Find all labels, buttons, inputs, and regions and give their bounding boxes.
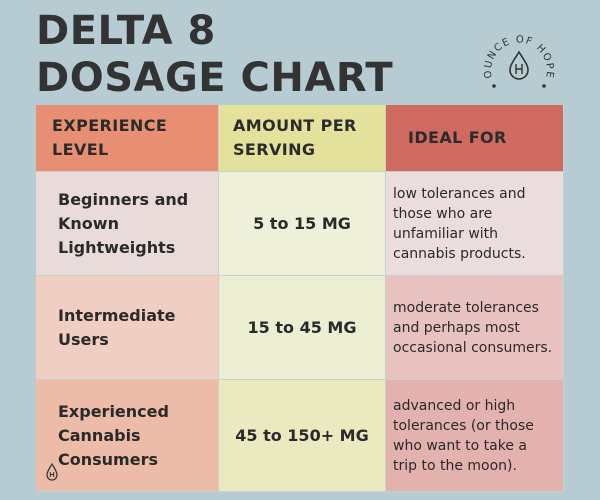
title-line-1: DELTA 8 <box>36 8 216 54</box>
logo-text: OUNCE OF HOPE <box>483 34 554 79</box>
dosage-chart-table: EXPERIENCE LEVEL AMOUNT PER SERVING IDEA… <box>36 105 564 492</box>
logo-dot-right <box>542 84 546 88</box>
row-2-level: Intermediate Users <box>36 276 219 380</box>
header-experience-level: EXPERIENCE LEVEL <box>36 105 219 172</box>
header-ideal-for: IDEAL FOR <box>386 105 564 172</box>
header-amount-per-serving: AMOUNT PER SERVING <box>219 105 386 172</box>
page-title: DELTA 8 DOSAGE CHART <box>36 8 393 102</box>
title-line-2: DOSAGE CHART <box>36 55 394 101</box>
row-1-amount: 5 to 15 MG <box>219 172 386 276</box>
row-3-ideal: advanced or high tolerances (or those wh… <box>386 380 564 492</box>
svg-text:OUNCE OF HOPE: OUNCE OF HOPE <box>483 34 555 79</box>
row-2-ideal: moderate tolerances and perhaps most occ… <box>386 276 564 380</box>
row-1-ideal: low tolerances and those who are unfamil… <box>386 172 564 276</box>
drop-h-small-icon <box>46 462 58 481</box>
row-1-level: Beginners and Known Lightweights <box>36 172 219 276</box>
row-3-level: Experienced Cannabis Consumers <box>36 380 219 492</box>
ounce-of-hope-logo: OUNCE OF HOPE <box>483 34 555 88</box>
logo-dot-left <box>492 84 496 88</box>
drop-h-icon <box>509 50 529 80</box>
row-2-amount: 15 to 45 MG <box>219 276 386 380</box>
row-3-amount: 45 to 150+ MG <box>219 380 386 492</box>
